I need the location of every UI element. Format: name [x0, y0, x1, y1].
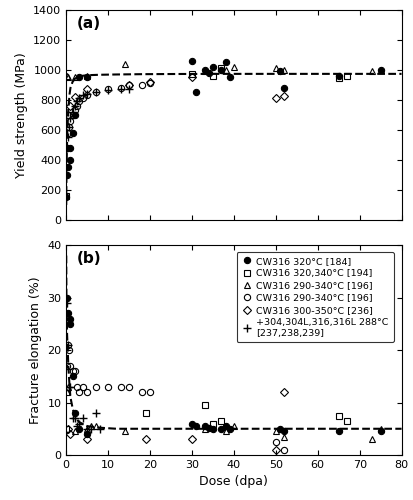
- Y-axis label: Fracture elongation (%): Fracture elongation (%): [28, 276, 42, 424]
- +304,304L,316,316L 288°C
[237,238,239]: [74, 423, 79, 429]
- +304,304L,316,316L 288°C
[237,238,239]: [66, 342, 71, 348]
- CW316 290-340°C [196]: [68, 363, 73, 369]
- CW316 290-340°C [196]: [273, 428, 278, 434]
- CW316 320°C [184]: [227, 426, 232, 432]
- Line: CW316 300-350°C [236]: CW316 300-350°C [236]: [65, 389, 287, 453]
- +304,304L,316,316L 288°C
[237,238,239]: [70, 416, 75, 422]
- CW316 320,340°C [194]: [143, 410, 148, 416]
- CW316 320°C [184]: [72, 410, 77, 416]
- CW316 290-340°C [196]: [89, 423, 94, 429]
- CW316 300-350°C [236]: [143, 436, 148, 442]
- CW316 300-350°C [236]: [68, 431, 73, 437]
- Legend: CW316 320°C [184], CW316 320,340°C [194], CW316 290-340°C [196], CW316 290-340°C: CW316 320°C [184], CW316 320,340°C [194]…: [236, 252, 392, 342]
- Line: CW316 290-340°C [196]: CW316 290-340°C [196]: [64, 342, 287, 453]
- CW316 320°C [184]: [76, 426, 81, 432]
- CW316 320°C [184]: [189, 420, 194, 426]
- CW316 290-340°C [196]: [281, 434, 286, 440]
- CW316 290-340°C [196]: [85, 389, 90, 395]
- CW316 290-340°C [196]: [93, 384, 98, 390]
- +304,304L,316,316L 288°C
[237,238,239]: [89, 426, 94, 432]
- CW316 290-340°C [196]: [281, 447, 286, 453]
- CW316 320°C [184]: [281, 428, 286, 434]
- Y-axis label: Yield strength (MPa): Yield strength (MPa): [15, 52, 28, 178]
- CW316 320°C [184]: [67, 316, 72, 322]
- +304,304L,316,316L 288°C
[237,238,239]: [85, 426, 90, 432]
- Text: (b): (b): [76, 252, 101, 266]
- +304,304L,316,316L 288°C
[237,238,239]: [68, 384, 73, 390]
- +304,304L,316,316L 288°C
[237,238,239]: [65, 300, 70, 306]
- CW316 320°C [184]: [218, 426, 223, 432]
- CW316 300-350°C [236]: [85, 436, 90, 442]
- CW316 320,340°C [194]: [202, 402, 206, 408]
- CW316 290-340°C [196]: [76, 389, 81, 395]
- CW316 290-340°C [196]: [65, 363, 70, 369]
- CW316 290-340°C [196]: [126, 384, 131, 390]
- CW316 320°C [184]: [85, 431, 90, 437]
- CW316 290-340°C [196]: [74, 384, 79, 390]
- +304,304L,316,316L 288°C
[237,238,239]: [76, 420, 81, 426]
- CW316 290-340°C [196]: [66, 384, 71, 390]
- CW316 290-340°C [196]: [72, 428, 77, 434]
- Text: (a): (a): [76, 16, 100, 32]
- CW316 320°C [184]: [202, 423, 206, 429]
- CW316 300-350°C [236]: [281, 389, 286, 395]
- +304,304L,316,316L 288°C
[237,238,239]: [72, 416, 77, 422]
- CW316 320,340°C [194]: [218, 418, 223, 424]
- CW316 290-340°C [196]: [223, 428, 228, 434]
- CW316 290-340°C [196]: [369, 436, 374, 442]
- CW316 290-340°C [196]: [65, 389, 70, 395]
- CW316 290-340°C [196]: [66, 342, 71, 348]
- Line: CW316 290-340°C [196]: CW316 290-340°C [196]: [64, 384, 383, 442]
- CW316 320°C [184]: [223, 423, 228, 429]
- CW316 290-340°C [196]: [122, 428, 127, 434]
- CW316 290-340°C [196]: [105, 384, 110, 390]
- CW316 320°C [184]: [70, 374, 75, 380]
- CW316 290-340°C [196]: [118, 384, 123, 390]
- CW316 290-340°C [196]: [66, 347, 71, 353]
- CW316 320°C [184]: [335, 428, 340, 434]
- CW316 320,340°C [194]: [335, 412, 340, 418]
- CW316 300-350°C [236]: [66, 426, 71, 432]
- CW316 290-340°C [196]: [139, 389, 144, 395]
- Line: +304,304L,316,316L 288°C
[237,238,239]: +304,304L,316,316L 288°C [237,238,239]: [64, 299, 103, 432]
- CW316 290-340°C [196]: [80, 384, 85, 390]
- Line: CW316 320°C [184]: CW316 320°C [184]: [64, 294, 383, 437]
- CW316 290-340°C [196]: [273, 439, 278, 445]
- CW316 300-350°C [236]: [273, 447, 278, 453]
- CW316 320°C [184]: [377, 428, 382, 434]
- CW316 290-340°C [196]: [70, 368, 75, 374]
- CW316 320°C [184]: [65, 294, 70, 300]
- CW316 320,340°C [194]: [344, 418, 349, 424]
- CW316 290-340°C [196]: [147, 389, 152, 395]
- CW316 290-340°C [196]: [93, 423, 98, 429]
- CW316 320°C [184]: [277, 426, 282, 432]
- +304,304L,316,316L 288°C
[237,238,239]: [80, 416, 85, 422]
- CW316 290-340°C [196]: [231, 423, 236, 429]
- CW316 320°C [184]: [206, 424, 211, 430]
- CW316 320°C [184]: [68, 321, 73, 327]
- CW316 320°C [184]: [66, 310, 71, 316]
- +304,304L,316,316L 288°C
[237,238,239]: [66, 384, 71, 390]
- CW316 320°C [184]: [193, 423, 198, 429]
- X-axis label: Dose (dpa): Dose (dpa): [199, 476, 268, 488]
- CW316 290-340°C [196]: [202, 426, 206, 432]
- +304,304L,316,316L 288°C
[237,238,239]: [97, 426, 102, 432]
- CW316 290-340°C [196]: [377, 426, 382, 432]
- CW316 300-350°C [236]: [189, 436, 194, 442]
- +304,304L,316,316L 288°C
[237,238,239]: [93, 410, 98, 416]
- CW316 290-340°C [196]: [85, 426, 90, 432]
- CW316 290-340°C [196]: [72, 368, 77, 374]
- CW316 320°C [184]: [210, 426, 215, 432]
- Line: CW316 320,340°C [194]: CW316 320,340°C [194]: [63, 402, 349, 432]
- CW316 320,340°C [194]: [210, 420, 215, 426]
- CW316 320,340°C [194]: [64, 426, 69, 432]
